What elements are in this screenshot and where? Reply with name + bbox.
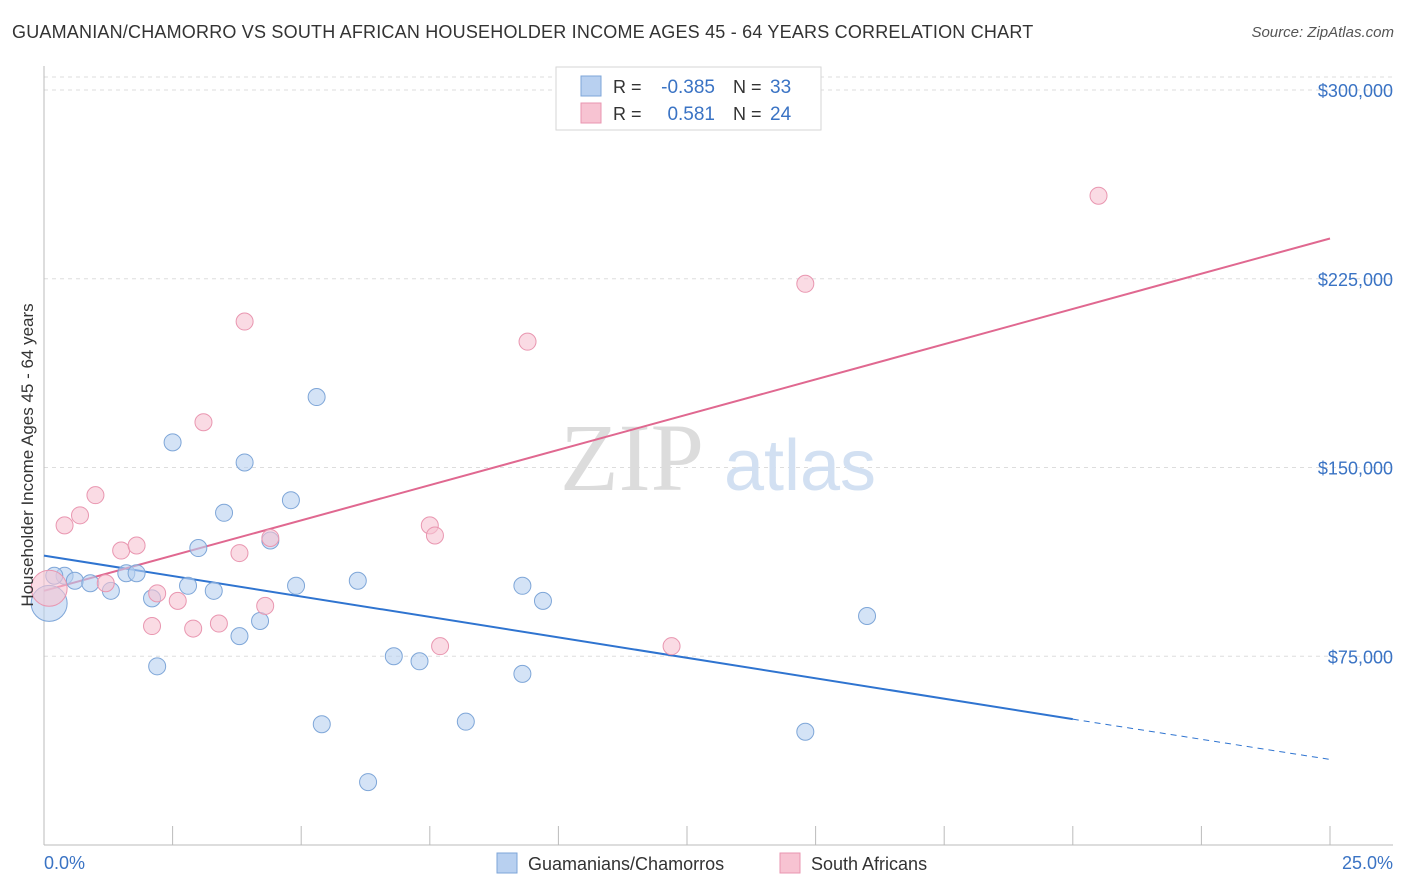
- point-guamanians: [287, 576, 306, 595]
- data-points: [30, 186, 1108, 792]
- point-guamanians: [858, 606, 877, 625]
- point-south-africans: [1089, 186, 1108, 205]
- point-south-africans: [55, 516, 74, 535]
- stats-n-value: 33: [770, 77, 791, 98]
- watermark: ZIP atlas: [560, 404, 876, 511]
- point-guamanians: [251, 612, 270, 631]
- point-guamanians: [204, 581, 223, 600]
- point-south-africans: [143, 617, 162, 636]
- y-tick-label: $300,000: [1318, 81, 1393, 101]
- y-axis-label: Householder Income Ages 45 - 64 years: [18, 303, 37, 606]
- y-tick-label: $75,000: [1328, 647, 1393, 667]
- x-tick-label-min: 0.0%: [44, 853, 85, 873]
- point-guamanians: [348, 571, 367, 590]
- legend-swatch-south-africans: [779, 852, 801, 874]
- legend-swatch-guamanians: [496, 852, 518, 874]
- point-guamanians: [410, 652, 429, 671]
- point-guamanians: [359, 773, 378, 792]
- stats-n-value: 24: [770, 104, 792, 125]
- point-south-africans: [209, 614, 228, 633]
- stats-r-value: 0.581: [667, 104, 715, 125]
- watermark-atlas: atlas: [724, 426, 876, 506]
- point-south-africans: [256, 596, 275, 615]
- point-south-africans: [71, 506, 90, 525]
- point-south-africans: [148, 584, 167, 603]
- stats-n-label: N =: [733, 104, 762, 124]
- point-guamanians: [307, 388, 326, 407]
- point-south-africans: [96, 574, 115, 593]
- point-guamanians: [312, 715, 331, 734]
- axes: [43, 66, 1393, 846]
- source-label: Source: ZipAtlas.com: [1251, 24, 1394, 41]
- point-guamanians: [215, 503, 234, 522]
- stats-n-label: N =: [733, 77, 762, 97]
- point-guamanians: [533, 591, 552, 610]
- point-south-africans: [431, 637, 450, 656]
- point-south-africans: [425, 526, 444, 545]
- stats-legend: R = -0.385 N = 33 R = 0.581 N = 24: [555, 66, 822, 131]
- stats-r-label: R =: [613, 104, 642, 124]
- series-legend: Guamanians/Chamorros South Africans: [496, 852, 927, 874]
- point-south-africans: [235, 312, 254, 331]
- point-south-africans: [112, 541, 131, 560]
- stats-swatch-pink: [580, 102, 602, 124]
- y-tick-labels: $75,000 $150,000 $225,000 $300,000: [1318, 81, 1393, 667]
- point-south-africans: [194, 413, 213, 432]
- x-tick-label-max: 25.0%: [1342, 853, 1393, 873]
- trend-line-south-africans: [43, 237, 1331, 592]
- stats-r-value: -0.385: [661, 77, 715, 98]
- point-south-africans: [86, 486, 105, 505]
- trend-line-guamanians-extension: [1072, 718, 1331, 760]
- point-guamanians: [235, 453, 254, 472]
- point-guamanians: [230, 627, 249, 646]
- gridlines: [44, 76, 1393, 657]
- point-guamanians: [148, 657, 167, 676]
- y-tick-label: $225,000: [1318, 270, 1393, 290]
- trend-line-guamanians: [43, 554, 1073, 721]
- y-tick-label: $150,000: [1318, 459, 1393, 479]
- stats-swatch-blue: [580, 75, 602, 97]
- point-guamanians: [127, 564, 146, 583]
- point-guamanians: [513, 576, 532, 595]
- point-south-africans: [230, 544, 249, 563]
- legend-label-south-africans: South Africans: [811, 854, 927, 874]
- point-guamanians: [456, 712, 475, 731]
- point-guamanians: [281, 491, 300, 510]
- point-south-africans: [261, 528, 280, 547]
- chart-title: GUAMANIAN/CHAMORRO VS SOUTH AFRICAN HOUS…: [12, 22, 1034, 42]
- point-south-africans: [168, 591, 187, 610]
- point-south-africans: [662, 637, 681, 656]
- point-south-africans: [796, 274, 815, 293]
- point-guamanians: [189, 539, 208, 558]
- point-guamanians: [163, 433, 182, 452]
- point-guamanians: [513, 664, 532, 683]
- x-tick-labels: 0.0% 25.0%: [44, 853, 1393, 873]
- point-south-africans: [518, 332, 537, 351]
- point-guamanians: [179, 576, 198, 595]
- point-guamanians: [81, 574, 100, 593]
- watermark-zip: ZIP: [560, 404, 704, 511]
- stats-r-label: R =: [613, 77, 642, 97]
- point-south-africans: [30, 569, 68, 607]
- legend-label-guamanians: Guamanians/Chamorros: [528, 854, 724, 874]
- point-guamanians: [384, 647, 403, 666]
- point-guamanians: [65, 571, 84, 590]
- point-south-africans: [184, 619, 203, 638]
- point-guamanians: [796, 722, 815, 741]
- point-south-africans: [127, 536, 146, 555]
